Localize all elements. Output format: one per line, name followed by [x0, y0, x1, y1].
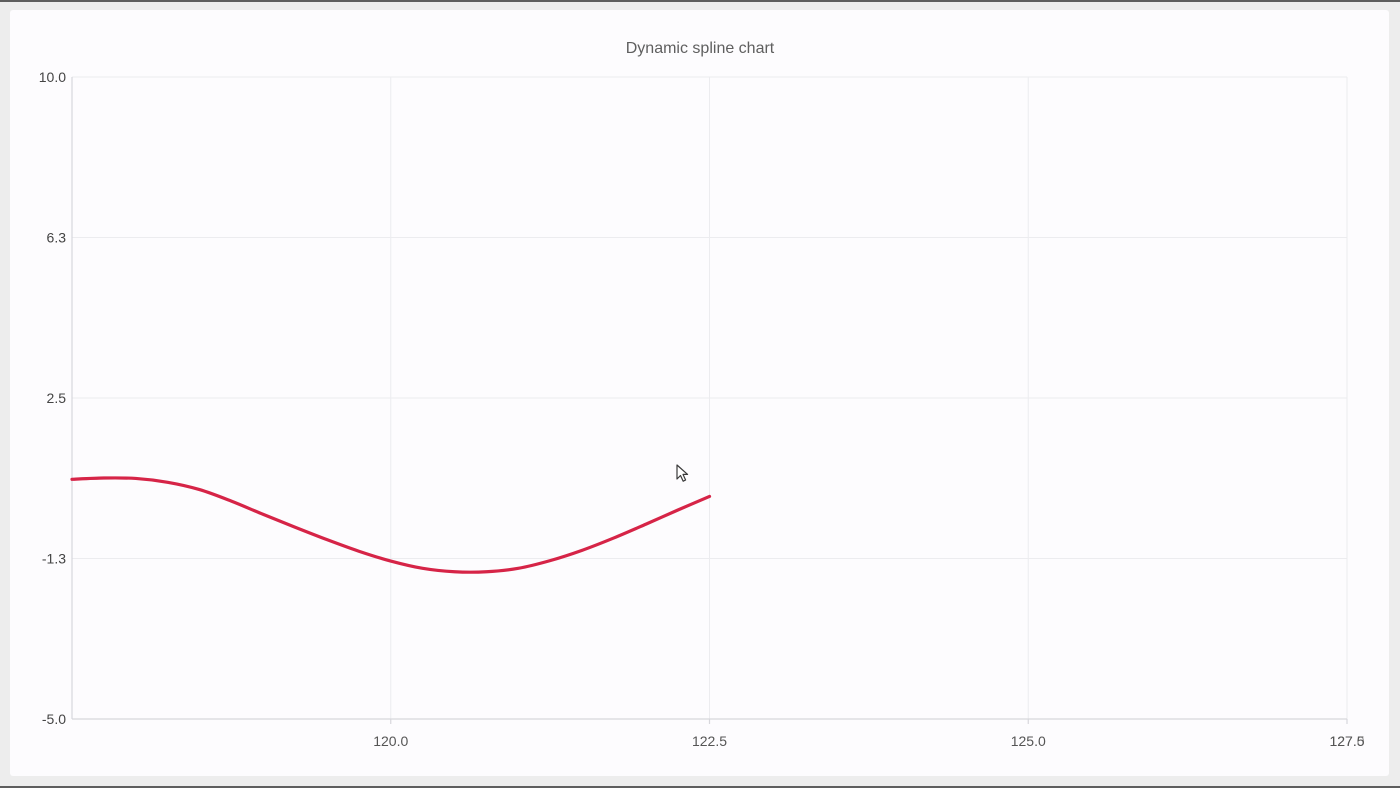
x-tick-label: 122.5	[692, 733, 727, 749]
chart-title: Dynamic spline chart	[626, 40, 775, 57]
x-tick-label: 127.5	[1329, 733, 1364, 749]
y-tick-label: 2.5	[47, 390, 67, 406]
grid-lines	[72, 76, 1348, 719]
window-bottom-border	[0, 786, 1400, 788]
chart-canvas[interactable]: Dynamic spline chart 10.06.32.5-1.3-5.01…	[10, 10, 1389, 776]
window-top-border	[0, 0, 1400, 2]
series-layer	[70, 476, 712, 574]
y-tick-label: 6.3	[47, 230, 67, 246]
mouse-cursor-icon	[676, 464, 689, 482]
series-line[interactable]	[70, 476, 712, 574]
x-tick-label-overlap: 127.0	[1329, 733, 1364, 749]
tick-labels: 10.0 6.3 2.5 -1.3 -5.0 120.0 122.5 125.0 127.512…	[39, 69, 1365, 749]
x-tick-label: 125.0	[1011, 733, 1046, 749]
y-tick-label: -1.3	[42, 551, 66, 567]
y-tick-label: -5.0	[42, 711, 66, 727]
chart-card: Dynamic spline chart 10.0 6.3 2.5 -1.3 -5.0 1…	[10, 10, 1389, 776]
y-tick-label: 10.0	[39, 69, 66, 85]
x-tick-label: 120.0	[373, 733, 408, 749]
axes	[71, 77, 1348, 724]
